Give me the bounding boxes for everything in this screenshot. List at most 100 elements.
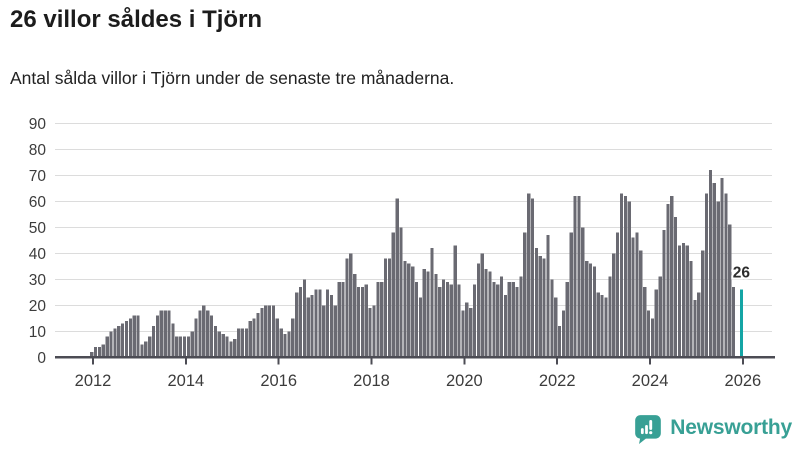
bar: [113, 328, 117, 358]
bar: [244, 328, 248, 358]
bar: [619, 193, 624, 358]
bar: [635, 232, 639, 358]
y-axis-label: 30: [29, 272, 47, 289]
bar: [538, 255, 542, 358]
bar: [97, 346, 102, 358]
bar: [577, 196, 581, 358]
bar: [728, 224, 732, 358]
bar: [507, 281, 511, 358]
y-axis-label: 90: [29, 116, 47, 133]
bar: [356, 287, 361, 358]
bar-chart: 0 10 20 30 40 50 60 70 80 90 2012 2014 2016 2018 2020 2…: [0, 100, 800, 410]
bar: [407, 263, 411, 358]
bar: [465, 302, 469, 358]
bar: [264, 305, 268, 358]
bar: [163, 310, 167, 358]
logo-bar-2: [645, 424, 649, 434]
bar: [720, 177, 724, 358]
bar: [414, 281, 419, 358]
bar: [310, 294, 314, 358]
bar-chart-canvas: 0 10 20 30 40 50 60 70 80 90 2012 2014 2016 2018 2020 2…: [29, 116, 775, 390]
bar: [209, 315, 214, 358]
bar: [476, 263, 480, 358]
bar: [596, 292, 600, 358]
bar: [217, 331, 221, 358]
bar: [674, 216, 678, 358]
bar: [260, 307, 264, 358]
bar: [287, 331, 291, 358]
bar: [666, 203, 670, 358]
bar: [93, 346, 98, 358]
x-axis-label: 2012: [75, 372, 112, 390]
bar: [237, 328, 241, 358]
bar: [500, 276, 504, 358]
bar: [608, 276, 612, 358]
x-axis-label: 2014: [167, 372, 204, 390]
bar: [724, 193, 728, 358]
bar: [240, 328, 245, 358]
bar: [732, 287, 736, 358]
bar: [202, 305, 206, 358]
highlight-bar: [739, 289, 743, 358]
brand-name: Newsworthy: [670, 416, 792, 439]
bar: [391, 232, 395, 358]
bar: [581, 227, 585, 358]
bar: [511, 281, 515, 358]
bar: [128, 318, 132, 358]
bar: [155, 315, 160, 358]
bar: [399, 227, 403, 358]
bar: [457, 284, 461, 358]
bar: [387, 258, 392, 358]
bar: [233, 339, 237, 358]
bar: [503, 294, 508, 358]
y-axis-label: 80: [29, 142, 47, 159]
bar: [534, 248, 538, 358]
bar: [704, 193, 709, 358]
bar: [186, 336, 190, 358]
bar: [453, 245, 457, 358]
page-title: 26 villor såldes i Tjörn: [10, 6, 263, 33]
bar: [117, 326, 121, 358]
y-axis-label: 60: [29, 194, 47, 211]
bar: [554, 297, 558, 358]
newsworthy-logo-icon: [635, 414, 662, 444]
bar: [631, 237, 635, 358]
bar: [643, 287, 647, 358]
bar: [182, 336, 187, 358]
bar: [221, 333, 225, 358]
bar: [445, 281, 450, 358]
bar: [565, 281, 569, 358]
bar: [124, 320, 129, 358]
bar: [712, 183, 716, 358]
bar: [101, 344, 105, 358]
y-axis-label: 70: [29, 168, 47, 185]
bar: [600, 294, 604, 358]
bar: [612, 253, 616, 358]
bar: [322, 305, 326, 358]
bar: [708, 170, 713, 358]
bar: [488, 271, 492, 358]
bar: [109, 331, 113, 358]
bar: [426, 271, 430, 358]
logo-bubble: [635, 414, 662, 444]
bar: [395, 198, 399, 358]
bar: [148, 336, 152, 358]
bar: [383, 258, 388, 358]
bar: [376, 281, 380, 358]
bar: [546, 235, 550, 358]
bar: [492, 281, 496, 358]
bar: [252, 318, 256, 358]
bar: [662, 229, 666, 358]
bar: [151, 326, 156, 358]
bar: [573, 196, 577, 358]
bar: [341, 281, 345, 358]
bar: [167, 310, 171, 358]
bar: [658, 276, 662, 358]
x-axis-label: 2020: [446, 372, 483, 390]
bar: [592, 266, 597, 358]
x-axis-label: 2022: [539, 372, 576, 390]
bar: [248, 320, 252, 358]
bar: [449, 284, 453, 358]
logo-bar-1: [641, 427, 645, 434]
bar: [206, 310, 210, 358]
